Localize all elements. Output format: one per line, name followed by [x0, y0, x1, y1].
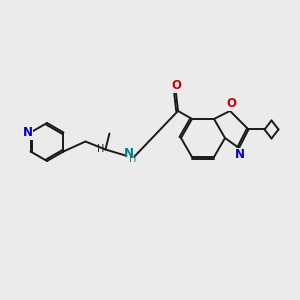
Text: H: H	[97, 143, 104, 154]
Text: N: N	[124, 147, 134, 160]
Text: O: O	[171, 80, 181, 92]
Text: O: O	[226, 98, 236, 110]
Text: H: H	[129, 154, 136, 164]
Text: N: N	[235, 148, 245, 161]
Text: N: N	[22, 126, 32, 139]
